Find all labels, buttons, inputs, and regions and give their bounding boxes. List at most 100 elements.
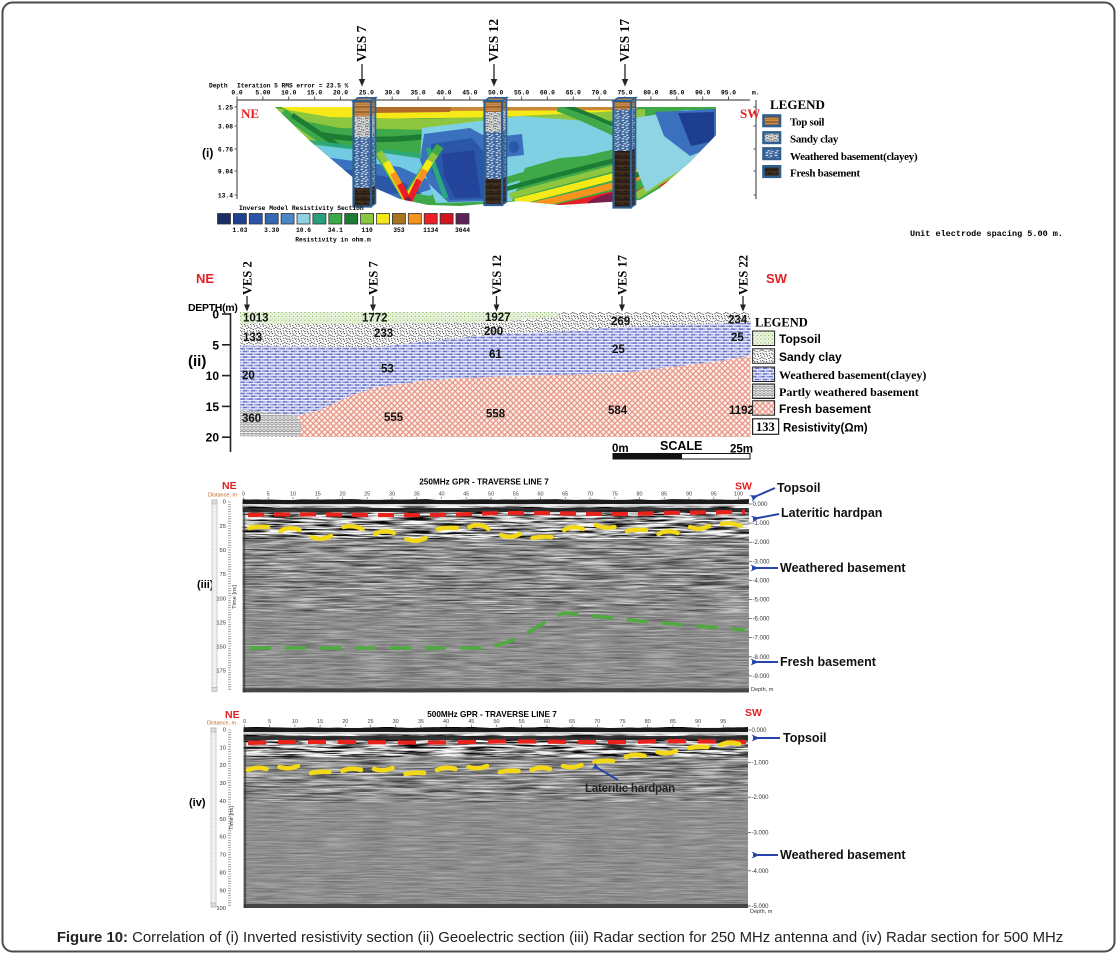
svg-text:Depth: Depth	[209, 83, 228, 90]
svg-text:-5.000: -5.000	[752, 904, 770, 910]
svg-text:100: 100	[216, 906, 226, 912]
svg-text:Inverse Model Resistivity Sect: Inverse Model Resistivity Section	[239, 205, 364, 212]
svg-text:NE: NE	[196, 271, 214, 286]
svg-text:0: 0	[243, 719, 246, 725]
svg-text:Distance, m: Distance, m	[208, 493, 237, 499]
svg-text:555: 555	[384, 412, 404, 424]
svg-text:Partly weathered basement: Partly weathered basement	[779, 385, 919, 399]
svg-text:VES 12: VES 12	[490, 255, 504, 295]
svg-text:Weathered basement(clayey): Weathered basement(clayey)	[779, 368, 926, 382]
svg-text:55: 55	[513, 492, 519, 498]
svg-text:25: 25	[367, 719, 373, 725]
svg-text:Weathered basement(clayey): Weathered basement(clayey)	[790, 151, 918, 163]
svg-text:65: 65	[562, 492, 568, 498]
svg-text:1013: 1013	[243, 313, 269, 325]
svg-text:125: 125	[216, 620, 226, 626]
svg-text:-5.000: -5.000	[753, 598, 771, 604]
svg-text:80: 80	[636, 492, 642, 498]
svg-text:45.0: 45.0	[462, 90, 477, 97]
svg-text:Depth, m: Depth, m	[751, 687, 774, 693]
svg-text:SW: SW	[735, 481, 752, 493]
svg-text:25: 25	[220, 524, 226, 530]
svg-text:25: 25	[731, 332, 744, 344]
svg-text:Depth, m: Depth, m	[750, 909, 773, 915]
svg-text:0: 0	[223, 728, 226, 734]
svg-text:10: 10	[290, 492, 296, 498]
svg-text:1927: 1927	[485, 312, 511, 324]
svg-text:34.1: 34.1	[328, 227, 343, 234]
svg-text:VES 7: VES 7	[367, 261, 381, 295]
svg-text:70.0: 70.0	[592, 90, 607, 97]
svg-text:Weathered basement: Weathered basement	[780, 561, 906, 575]
svg-text:50.0: 50.0	[488, 90, 503, 97]
svg-text:SCALE: SCALE	[660, 439, 702, 453]
svg-text:60.0: 60.0	[540, 90, 555, 97]
svg-text:90.0: 90.0	[695, 90, 710, 97]
svg-text:25: 25	[612, 344, 625, 356]
svg-text:-2.000: -2.000	[752, 795, 770, 801]
svg-text:30.0: 30.0	[385, 90, 400, 97]
svg-text:53: 53	[381, 364, 394, 376]
svg-text:-3.000: -3.000	[753, 559, 771, 565]
svg-text:40: 40	[438, 492, 444, 498]
svg-text:15: 15	[206, 400, 220, 414]
svg-text:0: 0	[212, 308, 219, 322]
svg-text:70: 70	[594, 719, 600, 725]
svg-text:90: 90	[695, 719, 701, 725]
svg-text:VES 22: VES 22	[737, 255, 751, 295]
svg-text:133: 133	[756, 420, 775, 434]
svg-text:5: 5	[267, 492, 270, 498]
svg-text:m.: m.	[752, 90, 760, 97]
svg-text:60: 60	[544, 719, 550, 725]
svg-text:100: 100	[216, 596, 226, 602]
svg-text:55.0: 55.0	[514, 90, 529, 97]
svg-text:-4.000: -4.000	[753, 578, 771, 584]
svg-text:70: 70	[587, 492, 593, 498]
svg-text:Figure 10: Correlation of (i): Figure 10: Correlation of (i) Inverted r…	[57, 930, 1063, 946]
svg-text:60: 60	[220, 835, 226, 841]
svg-text:Time [ns]: Time [ns]	[229, 806, 235, 830]
svg-text:Distance, m: Distance, m	[207, 721, 236, 727]
svg-text:NE: NE	[222, 480, 237, 492]
svg-text:85: 85	[670, 719, 676, 725]
svg-text:Sandy clay: Sandy clay	[779, 350, 842, 364]
svg-text:5.00: 5.00	[255, 90, 270, 97]
svg-text:9.94: 9.94	[218, 169, 233, 176]
svg-text:Topsoil: Topsoil	[777, 481, 821, 495]
svg-text:55: 55	[519, 719, 525, 725]
svg-text:SW: SW	[745, 707, 762, 719]
svg-text:-4.000: -4.000	[752, 869, 770, 875]
svg-text:Lateritic hardpan: Lateritic hardpan	[585, 783, 675, 795]
svg-text:75: 75	[220, 572, 226, 578]
svg-text:133: 133	[243, 332, 262, 344]
svg-text:75.0: 75.0	[617, 90, 632, 97]
svg-text:250MHz GPR - TRAVERSE LINE 7: 250MHz GPR - TRAVERSE LINE 7	[419, 478, 549, 487]
svg-text:0.0: 0.0	[231, 90, 243, 97]
svg-text:NE: NE	[225, 709, 240, 721]
svg-text:90: 90	[686, 492, 692, 498]
svg-text:233: 233	[374, 328, 393, 340]
svg-text:25: 25	[364, 492, 370, 498]
svg-text:95: 95	[720, 719, 726, 725]
svg-text:30: 30	[220, 781, 226, 787]
svg-text:90: 90	[220, 888, 226, 894]
svg-text:Topsoil: Topsoil	[783, 731, 827, 745]
svg-text:SW: SW	[740, 106, 760, 121]
svg-text:10: 10	[206, 369, 220, 383]
svg-text:10: 10	[292, 719, 298, 725]
svg-text:85: 85	[661, 492, 667, 498]
svg-text:75: 75	[612, 492, 618, 498]
svg-text:Fresh basement: Fresh basement	[790, 168, 860, 180]
svg-text:15: 15	[315, 492, 321, 498]
svg-text:110: 110	[361, 227, 373, 234]
svg-text:Topsoil: Topsoil	[779, 332, 821, 346]
svg-text:20.0: 20.0	[333, 90, 348, 97]
svg-text:10.6: 10.6	[296, 227, 311, 234]
svg-text:Weathered basement: Weathered basement	[780, 848, 906, 862]
svg-text:Resistivity in ohm.m: Resistivity in ohm.m	[295, 237, 371, 244]
svg-text:65.0: 65.0	[566, 90, 581, 97]
svg-text:61: 61	[489, 349, 502, 361]
svg-text:Unit electrode spacing 5.00 m.: Unit electrode spacing 5.00 m.	[910, 229, 1063, 239]
svg-text:500MHz GPR - TRAVERSE LINE 7: 500MHz GPR - TRAVERSE LINE 7	[427, 710, 557, 719]
svg-text:3.08: 3.08	[218, 124, 233, 131]
